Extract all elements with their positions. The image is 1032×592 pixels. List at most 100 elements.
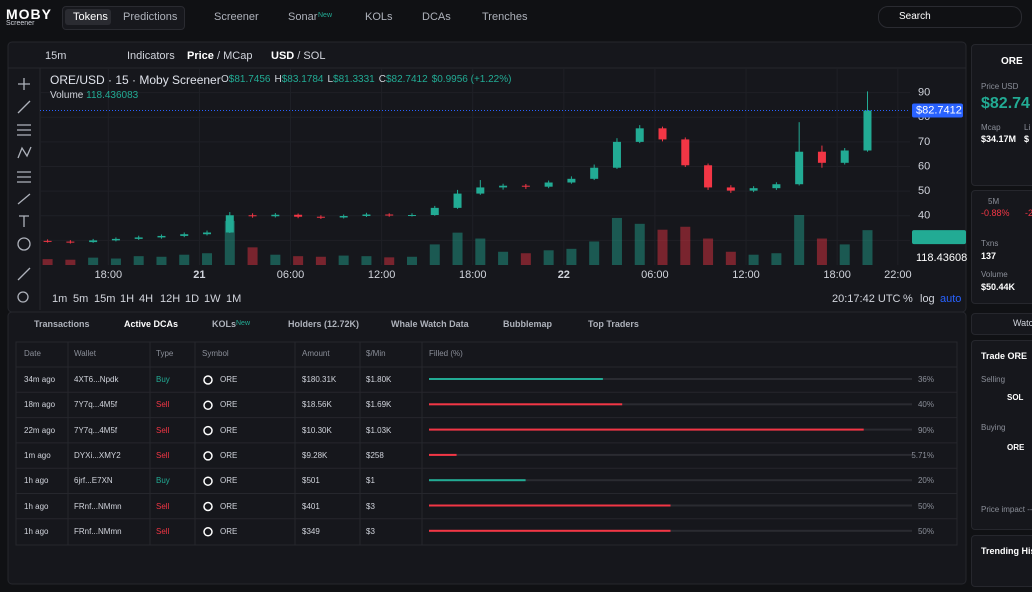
column-header: Filled (%) — [429, 349, 463, 358]
scale-option[interactable]: log — [920, 293, 935, 305]
column-header: Amount — [302, 349, 330, 358]
search-box[interactable] — [878, 6, 1022, 28]
volume-bar — [338, 255, 349, 265]
cell: $9.28K — [302, 450, 328, 460]
mcap-toggle[interactable]: MCap — [223, 50, 253, 62]
last-price-box — [912, 103, 963, 118]
volume-bar — [315, 256, 326, 265]
cell: ORE — [220, 400, 238, 410]
indicators[interactable]: Indicators — [127, 50, 175, 62]
interval[interactable]: 15m — [94, 293, 116, 305]
nav-tab[interactable]: Predictions — [123, 11, 178, 23]
column-header: Type — [156, 349, 174, 358]
logo[interactable]: MOBY — [6, 6, 52, 22]
y-tick-label: 70 — [918, 136, 930, 148]
candle-body — [840, 150, 849, 163]
candle-body — [203, 232, 212, 235]
candle-body — [66, 241, 75, 243]
volume-label: Volume — [981, 270, 1008, 279]
cell: ORE — [220, 425, 238, 435]
cell: $3 — [366, 501, 375, 511]
cell: 7Y7q...4M5f — [74, 425, 118, 435]
sol-toggle[interactable]: SOL — [303, 50, 326, 62]
scale-option[interactable]: % — [903, 293, 913, 305]
interval[interactable]: 15m — [45, 50, 67, 62]
volume-bar — [270, 254, 281, 265]
volume-bar — [680, 226, 691, 265]
cell: Buy — [156, 476, 170, 486]
nav-link[interactable]: Sonar — [288, 11, 318, 23]
drawing-tools[interactable] — [17, 78, 32, 303]
tab[interactable]: Holders (12.72K) — [288, 319, 360, 329]
interval[interactable]: 4H — [139, 293, 154, 305]
nav-link[interactable]: Trenches — [482, 11, 528, 23]
txns: 137 — [981, 251, 997, 261]
last-volume-label: 118.43608 — [916, 252, 967, 264]
cell: $10.30K — [302, 425, 332, 435]
volume-bar — [88, 257, 99, 265]
interval[interactable]: 1M — [226, 293, 242, 305]
cell: ORE — [220, 501, 238, 511]
logo-sub: Screener — [6, 20, 35, 27]
sell-token[interactable]: SOL — [1007, 393, 1024, 402]
candle-body — [430, 207, 439, 216]
filled-track — [429, 378, 912, 380]
cell: ORE — [220, 476, 238, 486]
price-toggle[interactable]: Price — [187, 50, 214, 62]
tab[interactable]: Top Traders — [588, 319, 639, 329]
x-tick-label: 18:00 — [459, 269, 487, 281]
cell: ORE — [220, 450, 238, 460]
clock: 20:17:42 UTC — [832, 293, 901, 305]
tab[interactable]: Whale Watch Data — [391, 319, 469, 329]
tab[interactable]: Active DCAs — [124, 319, 179, 329]
symbol-icon — [203, 425, 213, 436]
y-tick-label: 50 — [918, 185, 930, 197]
candle-body — [316, 216, 325, 218]
filled-bar — [429, 403, 623, 406]
candle-body — [612, 141, 621, 168]
y-tick-label: 40 — [918, 210, 930, 222]
usd-toggle[interactable]: USD — [271, 50, 295, 62]
filled-label: 40% — [917, 400, 934, 410]
volume-bar — [247, 247, 258, 265]
tab[interactable]: KOLs — [212, 319, 237, 329]
candle-body — [544, 182, 553, 187]
interval[interactable]: 5m — [73, 293, 89, 305]
interval[interactable]: 12H — [160, 293, 181, 305]
cell: 1h ago — [24, 526, 49, 536]
nav-tab[interactable]: Tokens — [73, 11, 108, 23]
watch-btn[interactable] — [971, 313, 1032, 335]
stats-card — [971, 190, 1032, 304]
volume-bar — [42, 259, 53, 265]
cell: FRnf...NMmn — [74, 501, 122, 511]
tab[interactable]: Transactions — [34, 319, 90, 329]
candle-body — [499, 185, 508, 188]
trade-card — [971, 340, 1032, 530]
interval[interactable]: 1D — [185, 293, 200, 305]
candle-body — [704, 165, 713, 188]
volume-bar — [224, 220, 235, 265]
buy-token[interactable]: ORE — [1007, 443, 1025, 452]
liq: $ — [1024, 134, 1030, 144]
volume-bar — [634, 223, 645, 265]
ohlc-key: L — [327, 74, 334, 85]
candle-body — [863, 110, 872, 151]
volume-bar — [179, 254, 190, 265]
volume-bar — [110, 258, 121, 265]
volume-bar — [361, 256, 372, 265]
nav-link[interactable]: KOLs — [365, 11, 393, 23]
scale-option[interactable]: auto — [940, 293, 962, 305]
interval[interactable]: 1W — [204, 293, 221, 305]
tab[interactable]: Bubblemap — [503, 319, 553, 329]
watch[interactable]: Watc — [1013, 318, 1032, 328]
interval[interactable]: 1H — [120, 293, 135, 305]
candle-body — [294, 214, 303, 217]
interval[interactable]: 1m — [52, 293, 68, 305]
nav-link[interactable]: DCAs — [422, 11, 451, 23]
volume-bar — [611, 217, 622, 265]
nav-link[interactable]: Screener — [214, 11, 259, 23]
search[interactable]: Search — [899, 11, 931, 22]
cell: $1 — [366, 476, 375, 486]
ohlc-value: $82.7412 — [385, 74, 428, 85]
